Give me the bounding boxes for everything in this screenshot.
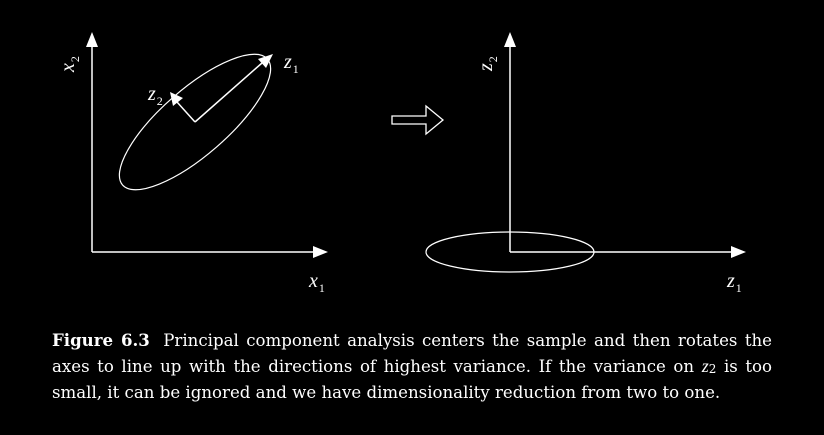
left-y-axis-arrowhead [86, 32, 98, 47]
left-z1-label: z1 [283, 51, 299, 76]
right-y-axis-label: z2 [475, 56, 500, 72]
right-x-axis-label: z1 [726, 270, 742, 295]
right-data-ellipse [425, 231, 595, 273]
double-right-arrow-icon [391, 104, 445, 136]
right-plot: z1 z2 [425, 32, 746, 295]
right-x-axis-arrowhead [731, 246, 746, 258]
left-x-axis-arrowhead [313, 246, 328, 258]
caption-text-after: is too small, it can be ignored and we h… [52, 356, 773, 403]
pca-diagram: x1 x2 z1 z2 z1 z2 [57, 32, 746, 295]
figure-label: Figure 6.3 [52, 330, 150, 350]
right-y-axis-arrowhead [504, 32, 516, 47]
left-z2-label: z2 [147, 83, 163, 108]
left-z2-arrow-line [176, 101, 196, 123]
caption-variable: z [701, 355, 709, 376]
left-plot: x1 x2 z1 z2 [57, 32, 328, 295]
left-y-axis-label: x2 [57, 56, 82, 73]
caption-text-before: Principal component analysis centers the… [52, 331, 773, 376]
figure-caption: Figure 6.3 Principal component analysis … [52, 328, 772, 406]
caption-variable-sub: 2 [708, 361, 717, 376]
left-z2-arrowhead [170, 92, 183, 106]
left-x-axis-label: x1 [308, 270, 325, 295]
left-z1-arrow-line [194, 62, 263, 123]
left-z1-arrowhead [258, 54, 273, 68]
